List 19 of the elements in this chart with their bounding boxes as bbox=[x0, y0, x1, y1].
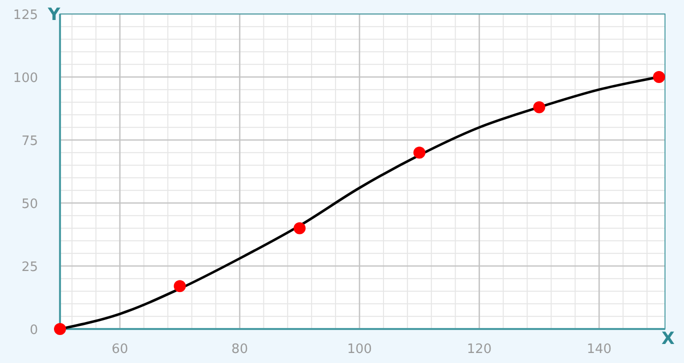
point bbox=[653, 71, 666, 83]
y-tick-label: 0 bbox=[30, 323, 38, 338]
y-tick-label: 125 bbox=[13, 8, 38, 23]
x-tick-label: 80 bbox=[231, 342, 248, 357]
y-tick-label: 50 bbox=[21, 197, 38, 212]
point bbox=[54, 323, 66, 335]
x-axis-title: X bbox=[661, 329, 675, 349]
x-tick-label: 140 bbox=[586, 342, 612, 357]
point bbox=[533, 101, 546, 114]
x-tick-label: 120 bbox=[466, 342, 492, 357]
y-tick-label: 100 bbox=[13, 71, 38, 86]
y-tick-label: 25 bbox=[21, 260, 38, 275]
y-tick-label: 75 bbox=[21, 134, 38, 149]
point bbox=[294, 222, 306, 234]
x-tick-label: 60 bbox=[112, 342, 128, 357]
x-tick-label: 100 bbox=[347, 342, 372, 357]
point bbox=[413, 146, 426, 159]
y-axis-title: Y bbox=[46, 5, 61, 25]
point bbox=[174, 280, 186, 292]
